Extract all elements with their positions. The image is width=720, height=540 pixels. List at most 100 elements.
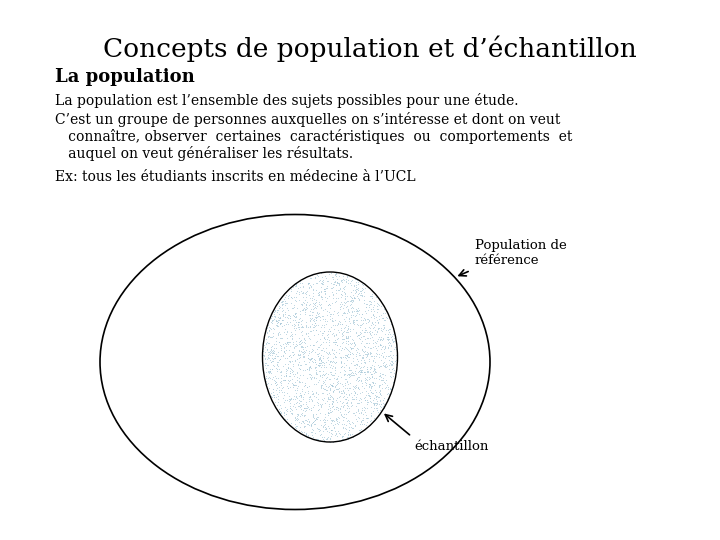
Point bbox=[365, 352, 377, 361]
Point bbox=[260, 374, 271, 383]
Point bbox=[310, 356, 321, 364]
Point bbox=[389, 368, 400, 377]
Point bbox=[310, 366, 321, 374]
Point bbox=[338, 315, 350, 323]
Point bbox=[376, 341, 387, 349]
Point bbox=[360, 315, 372, 324]
Point bbox=[329, 346, 341, 355]
Point bbox=[344, 296, 356, 305]
Point bbox=[372, 410, 384, 419]
Point bbox=[353, 349, 364, 357]
Point bbox=[302, 382, 313, 391]
Point bbox=[266, 346, 277, 355]
Point bbox=[297, 395, 309, 403]
Point bbox=[273, 356, 284, 364]
Point bbox=[327, 396, 338, 405]
Point bbox=[361, 347, 372, 356]
Point bbox=[347, 354, 359, 363]
Point bbox=[289, 414, 301, 423]
Point bbox=[285, 418, 297, 427]
Point bbox=[361, 300, 373, 308]
Point bbox=[364, 367, 376, 376]
Point bbox=[343, 308, 355, 316]
Point bbox=[348, 342, 360, 350]
Point bbox=[346, 393, 357, 401]
Point bbox=[314, 352, 325, 361]
Point bbox=[368, 297, 379, 306]
Point bbox=[294, 364, 305, 373]
Point bbox=[268, 348, 279, 357]
Point bbox=[336, 363, 347, 372]
Point bbox=[374, 396, 385, 405]
Point bbox=[348, 281, 360, 290]
Point bbox=[342, 332, 354, 341]
Point bbox=[306, 319, 318, 328]
Point bbox=[352, 280, 364, 288]
Point bbox=[287, 362, 299, 370]
Point bbox=[282, 415, 293, 423]
Point bbox=[323, 292, 335, 301]
Point bbox=[351, 402, 362, 410]
Point bbox=[330, 338, 341, 347]
Point bbox=[310, 313, 322, 322]
Point bbox=[307, 346, 319, 354]
Point bbox=[312, 289, 324, 298]
Point bbox=[284, 338, 295, 347]
Point bbox=[268, 388, 279, 396]
Point bbox=[366, 382, 377, 390]
Point bbox=[324, 384, 336, 393]
Point bbox=[355, 367, 366, 376]
Point bbox=[341, 354, 352, 363]
Point bbox=[328, 350, 340, 359]
Point bbox=[377, 314, 388, 322]
Point bbox=[310, 358, 321, 367]
Point bbox=[374, 371, 385, 380]
Point bbox=[304, 306, 315, 315]
Point bbox=[289, 344, 300, 353]
Point bbox=[333, 317, 345, 326]
Point bbox=[263, 347, 274, 356]
Point bbox=[320, 374, 332, 382]
Point bbox=[295, 339, 307, 347]
Point bbox=[379, 370, 390, 379]
Point bbox=[282, 320, 294, 328]
Point bbox=[356, 382, 368, 390]
Point bbox=[304, 366, 315, 374]
Point bbox=[383, 338, 395, 347]
Point bbox=[340, 333, 351, 342]
Point bbox=[271, 322, 283, 330]
Point bbox=[302, 389, 313, 397]
Point bbox=[355, 408, 366, 417]
Point bbox=[336, 343, 348, 352]
Point bbox=[343, 417, 354, 426]
Point bbox=[377, 325, 389, 334]
Point bbox=[263, 349, 274, 358]
Point bbox=[355, 409, 366, 417]
Point bbox=[387, 359, 399, 368]
Point bbox=[383, 394, 395, 402]
Point bbox=[381, 307, 392, 315]
Point bbox=[323, 301, 334, 309]
Point bbox=[282, 384, 294, 393]
Point bbox=[336, 326, 347, 334]
Point bbox=[323, 424, 335, 433]
Point bbox=[376, 333, 387, 342]
Point bbox=[351, 306, 363, 314]
Point bbox=[375, 351, 387, 360]
Point bbox=[262, 354, 274, 363]
Point bbox=[276, 316, 288, 325]
Point bbox=[287, 294, 298, 302]
Point bbox=[284, 369, 295, 377]
Point bbox=[297, 315, 308, 324]
Point bbox=[283, 395, 294, 403]
Point bbox=[385, 346, 397, 355]
Point bbox=[333, 379, 344, 388]
Point bbox=[369, 307, 380, 316]
Point bbox=[345, 389, 356, 397]
Point bbox=[298, 423, 310, 431]
Point bbox=[328, 338, 339, 347]
Point bbox=[362, 368, 374, 377]
Point bbox=[261, 337, 273, 346]
Point bbox=[363, 303, 374, 312]
Point bbox=[368, 323, 379, 332]
